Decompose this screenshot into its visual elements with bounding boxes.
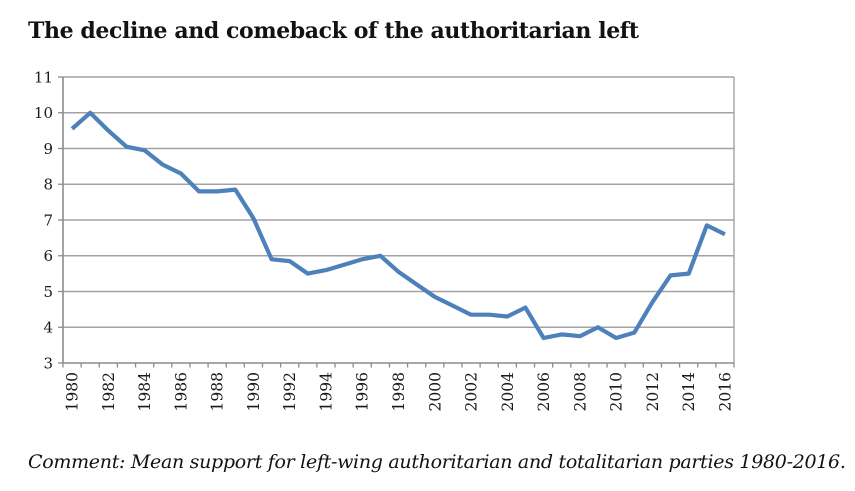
y-axis-tick-label: 5 <box>43 283 53 301</box>
series-mean-support <box>70 110 726 341</box>
chart-title: The decline and comeback of the authorit… <box>28 18 639 44</box>
x-axis-tick-label: 1986 <box>172 372 190 411</box>
x-axis-tick-label: 1996 <box>354 372 372 411</box>
x-axis-tick-label: 1980 <box>64 372 82 411</box>
data-line <box>70 110 726 341</box>
y-axis-tick-label: 6 <box>43 247 53 265</box>
x-axis-tick-label: 2008 <box>571 372 589 411</box>
y-axis-tick-label: 10 <box>34 104 53 122</box>
y-axis-tick-label: 4 <box>43 319 53 337</box>
x-axis-labels: 1980 1982 1984 1986 1988 1990 1992 1994 1996 1998… <box>64 372 735 412</box>
x-axis-tick-label: 1984 <box>136 372 154 412</box>
x-axis-tick-label: 1988 <box>209 372 227 411</box>
x-axis-tick-label: 2014 <box>680 372 698 412</box>
y-axis-tick-label: 11 <box>34 68 53 86</box>
x-axis-tick-label: 2004 <box>499 372 517 412</box>
plot-frame <box>63 76 735 363</box>
y-axis-tick-label: 7 <box>43 211 53 229</box>
y-axis-tick-label: 3 <box>43 354 53 372</box>
chart-comment: Comment: Mean support for left-wing auth… <box>28 451 846 473</box>
y-axis-labels: 3 4 5 6 7 8 9 10 11 <box>34 68 53 372</box>
x-axis-tick-label: 1994 <box>317 372 335 412</box>
y-axis-tick-label: 9 <box>43 140 53 158</box>
x-axis-tick-label: 2006 <box>535 372 553 411</box>
gridlines <box>63 112 734 328</box>
x-axis-tick-label: 2012 <box>644 372 662 411</box>
x-axis-tick-label: 2016 <box>716 372 734 411</box>
x-axis-tick-label: 2002 <box>463 372 481 411</box>
x-axis-tick-label: 2000 <box>426 372 444 411</box>
x-axis-tick-label: 1998 <box>390 372 408 411</box>
x-axis-tick-label: 1992 <box>281 372 299 411</box>
y-axis-tick-label: 8 <box>43 176 53 194</box>
tick-marks <box>58 76 735 368</box>
x-axis-tick-label: 1982 <box>100 372 118 411</box>
x-axis-tick-label: 2010 <box>608 372 626 411</box>
x-axis-tick-label: 1990 <box>245 372 263 411</box>
